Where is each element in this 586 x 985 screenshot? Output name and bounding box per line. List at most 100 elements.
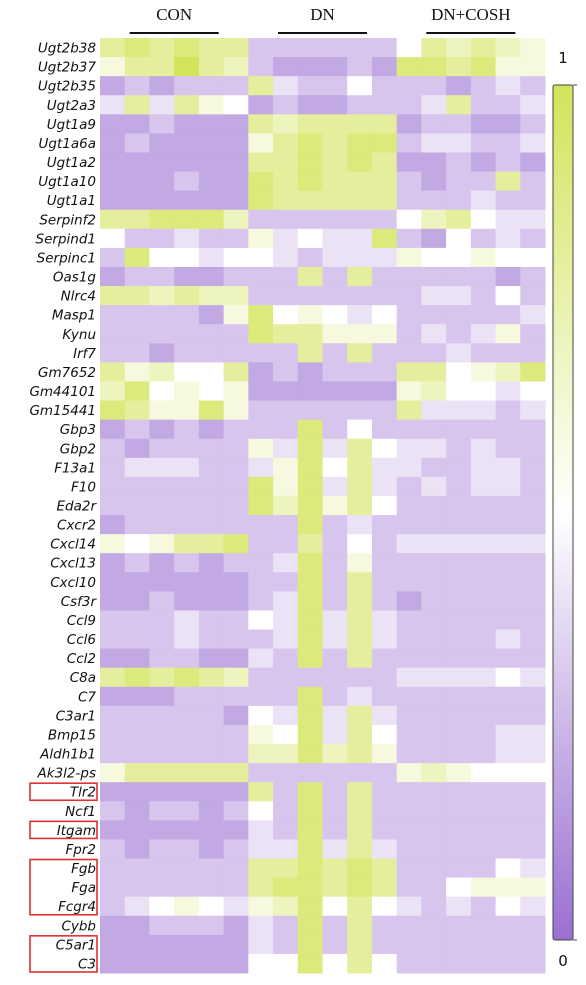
heatmap-cell [322,515,348,535]
heatmap-cell [223,114,249,134]
heatmap-cell [174,228,200,249]
heatmap-cell [446,305,472,325]
heatmap-cell [347,915,373,936]
heatmap-cell [495,686,521,707]
row-label: Cxcl13 [50,556,96,572]
heatmap-cell [520,610,546,631]
heatmap-cell [371,247,398,268]
heatmap-cell [470,877,497,898]
heatmap-cell [149,343,175,363]
heatmap-cell [371,705,398,726]
heatmap-cell [470,476,497,497]
heatmap-cell [100,553,126,573]
heatmap-cell [297,705,323,726]
heatmap-cell [495,495,521,516]
heatmap-cell [223,610,249,631]
heatmap-cell [470,858,497,879]
heatmap-cell [100,534,126,554]
heatmap-cell [174,896,200,917]
heatmap-cell [421,38,447,58]
heatmap-cell [100,286,126,306]
heatmap-cell [446,38,472,58]
heatmap-cell [273,438,299,459]
heatmap-cell [396,228,422,249]
heatmap-cell [421,457,447,478]
heatmap-cell [396,419,422,440]
heatmap-cell [470,572,497,592]
heatmap-cell [223,247,249,268]
heatmap-cell [347,76,373,96]
heatmap-cell [297,133,323,153]
heatmap-cell [322,343,348,363]
heatmap-cell [347,190,373,211]
heatmap-cell [371,95,398,115]
heatmap-cell [198,801,225,821]
heatmap-cell [495,400,521,421]
heatmap-cell [421,362,447,382]
heatmap-cell [396,934,422,955]
heatmap-cell [149,266,175,287]
heatmap-cell [124,820,150,840]
heatmap-cell [446,572,472,592]
heatmap-cell [396,782,422,802]
heatmap-cell [347,228,373,249]
heatmap-cell [248,934,274,955]
heatmap-cell [248,324,274,344]
heatmap-cell [347,801,373,821]
heatmap-cell [421,610,447,631]
heatmap-cell [470,324,497,344]
heatmap-cell [174,858,200,879]
heatmap-cell [446,553,472,573]
heatmap-cell [124,400,150,421]
heatmap-cell [322,324,348,344]
heatmap-cell [297,266,323,287]
group-label: DN [310,5,335,24]
heatmap-cell [322,667,348,688]
heatmap-cell [223,744,249,764]
row-label: C5ar1 [56,937,96,953]
heatmap-cell [273,457,299,478]
heatmap-cell [273,38,299,58]
heatmap-cell [124,305,150,325]
heatmap-cell [322,133,348,153]
row-label: Gbp2 [60,441,96,457]
row-label: Ccl9 [67,613,96,629]
heatmap-cell [322,400,348,421]
heatmap-cell [371,877,398,898]
heatmap-cell [520,209,546,230]
heatmap-cell [446,877,472,898]
heatmap-cell [446,476,472,497]
heatmap-cell [198,324,225,344]
heatmap-cell [347,610,373,631]
heatmap-cell [297,209,323,230]
heatmap-cell [520,95,546,115]
heatmap-cell [421,324,447,344]
heatmap-cell [223,476,249,497]
heatmap-cell [495,534,521,554]
heatmap-cell [347,266,373,287]
heatmap-cell [198,171,225,192]
heatmap-cell [124,763,150,783]
heatmap-cell [396,705,422,726]
heatmap-cell [396,247,422,268]
heatmap-cell [421,763,447,783]
heatmap-cell [470,934,497,955]
heatmap-cell [347,591,373,611]
heatmap-cell [520,801,546,821]
heatmap-cell [297,247,323,268]
heatmap-cell [371,648,398,669]
heatmap-cell [223,629,249,650]
heatmap-cell [248,457,274,478]
heatmap-cell [198,534,225,554]
heatmap-cell [149,553,175,573]
row-label: Ugt1a6a [39,136,96,152]
heatmap-cell [396,744,422,764]
heatmap-cell [470,782,497,802]
heatmap-cell [347,820,373,840]
heatmap-cell [396,801,422,821]
heatmap-cell [396,400,422,421]
heatmap-cell [248,495,274,516]
group-label: CON [156,5,192,24]
heatmap-cell [371,381,398,402]
heatmap-cell [347,324,373,344]
